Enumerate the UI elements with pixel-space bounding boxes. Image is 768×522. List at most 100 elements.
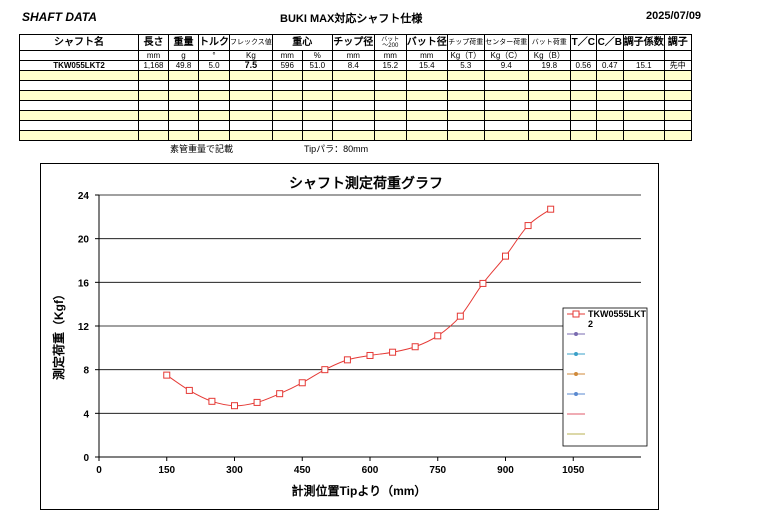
col-header-butt-load: バット荷重 bbox=[527, 34, 571, 51]
legend-marker bbox=[572, 310, 580, 318]
table-cell: 51.0 bbox=[301, 60, 333, 71]
x-tick-label: 450 bbox=[294, 465, 311, 476]
unit-tip-load: Kg（T） bbox=[446, 50, 485, 61]
unit-blank bbox=[595, 50, 624, 61]
y-tick-label: 20 bbox=[78, 235, 90, 246]
data-point bbox=[547, 205, 555, 213]
col-header-name: シャフト名 bbox=[19, 34, 139, 51]
document-date: 2025/07/09 bbox=[646, 10, 702, 22]
legend-box bbox=[562, 307, 648, 447]
unit-torque: ° bbox=[198, 50, 230, 61]
legend-marker bbox=[574, 332, 578, 336]
x-tick-label: 750 bbox=[429, 465, 446, 476]
table-cell: 1,168 bbox=[138, 60, 169, 71]
unit-length: mm bbox=[138, 50, 169, 61]
unit-center-load: Kg（C） bbox=[483, 50, 529, 61]
unit-flex: Kg bbox=[229, 50, 273, 61]
y-tick-label: 16 bbox=[78, 278, 90, 289]
table-cell: 19.8 bbox=[527, 60, 571, 71]
table-row: TKW055LKT2 1,168 49.8 5.0 7.5 596 51.0 8.4 15.2 1… bbox=[19, 60, 692, 71]
unit-blank bbox=[19, 50, 139, 61]
y-tick-label: 8 bbox=[83, 366, 89, 377]
col-header-center-load: センター荷重 bbox=[483, 34, 529, 51]
col-header-cb: C／B bbox=[595, 34, 624, 51]
x-tick-label: 300 bbox=[226, 465, 243, 476]
y-axis-label: 測定荷重（Kgf） bbox=[51, 288, 66, 380]
data-point bbox=[456, 312, 464, 320]
data-point bbox=[524, 222, 532, 230]
col-header-kick: 調子 bbox=[663, 34, 692, 51]
y-tick-label: 4 bbox=[83, 409, 89, 420]
data-point bbox=[185, 386, 193, 394]
shaft-spec-table: シャフト名 長さ 重量 トルク フレックス値 重心 チップ径 バット ～200 … bbox=[19, 34, 692, 141]
data-point bbox=[411, 343, 419, 351]
y-tick-label: 12 bbox=[78, 322, 90, 333]
chart-frame: シャフト測定荷重グラフ 0 4 8 12 16 20 24 0 150 300 450 600 750 9… bbox=[40, 163, 659, 510]
col-header-torque: トルク bbox=[198, 34, 230, 51]
chart-title: シャフト測定荷重グラフ bbox=[289, 175, 443, 191]
unit-blank bbox=[622, 50, 665, 61]
data-point bbox=[479, 279, 487, 287]
col-header-balance: 重心 bbox=[271, 34, 333, 51]
legend-marker bbox=[574, 372, 578, 376]
col-header-tip-dia: チップ径 bbox=[331, 34, 375, 51]
note-tip-parallel: Tipパラ：80mm bbox=[304, 144, 369, 154]
load-chart: シャフト測定荷重グラフ 0 4 8 12 16 20 24 0 150 300 450 600 750 9… bbox=[51, 175, 648, 498]
col-header-tc: T／C bbox=[569, 34, 597, 51]
col-header-butt-200: バット ～200 bbox=[373, 34, 407, 51]
x-tick-label: 150 bbox=[158, 465, 175, 476]
col-header-tip-load: チップ荷重 bbox=[446, 34, 485, 51]
table-cell: 5.3 bbox=[446, 60, 485, 71]
x-axis-label: 計測位置Tipより（mm） bbox=[292, 483, 427, 498]
unit-balance-pct: % bbox=[301, 50, 333, 61]
col-header-kick-coef: 調子係数 bbox=[622, 34, 665, 51]
data-point bbox=[434, 332, 442, 340]
table-cell: 先中 bbox=[663, 60, 692, 71]
table-cell: 15.1 bbox=[622, 60, 665, 71]
table-cell: 7.5 bbox=[229, 60, 273, 71]
unit-butt-load: Kg（B） bbox=[527, 50, 571, 61]
col-header-flex: フレックス値 bbox=[229, 34, 273, 51]
document-title: SHAFT DATA bbox=[22, 10, 97, 24]
x-tick-label: 900 bbox=[497, 465, 514, 476]
table-cell: 15.4 bbox=[405, 60, 448, 71]
table-cell: 15.2 bbox=[373, 60, 407, 71]
x-tick-label: 0 bbox=[96, 465, 102, 476]
unit-balance-mm: mm bbox=[271, 50, 303, 61]
legend-label: TKW0555LKT bbox=[588, 309, 647, 319]
table-cell: 0.47 bbox=[595, 60, 624, 71]
data-point bbox=[298, 379, 306, 387]
unit-butt-dia: mm bbox=[405, 50, 448, 61]
data-point bbox=[163, 371, 171, 379]
unit-butt-200: mm bbox=[373, 50, 407, 61]
cell-shaft-name: TKW055LKT2 bbox=[19, 60, 139, 71]
x-tick-label: 600 bbox=[362, 465, 379, 476]
data-point bbox=[321, 366, 329, 374]
table-cell: 8.4 bbox=[331, 60, 375, 71]
data-point bbox=[343, 356, 351, 364]
unit-blank bbox=[663, 50, 692, 61]
data-point bbox=[502, 252, 509, 260]
table-cell: 5.0 bbox=[198, 60, 230, 71]
unit-tip-dia: mm bbox=[331, 50, 375, 61]
table-cell: 49.8 bbox=[168, 60, 199, 71]
legend-marker bbox=[574, 352, 578, 356]
y-tick-label: 24 bbox=[78, 191, 90, 202]
data-point bbox=[253, 398, 261, 406]
col-header-weight: 重量 bbox=[168, 34, 199, 51]
col-header-butt-dia: バット径 bbox=[405, 34, 448, 51]
data-point bbox=[276, 390, 284, 398]
unit-weight: g bbox=[168, 50, 199, 61]
legend-marker bbox=[574, 392, 578, 396]
unit-blank bbox=[569, 50, 597, 61]
data-point bbox=[231, 402, 238, 410]
col-header-length: 長さ bbox=[138, 34, 169, 51]
table-cell: 0.56 bbox=[569, 60, 597, 71]
data-point bbox=[208, 397, 216, 405]
document-subtitle: BUKI MAX対応シャフト仕様 bbox=[280, 13, 423, 25]
data-point bbox=[389, 348, 397, 356]
data-point bbox=[366, 351, 374, 359]
table-cell: 9.4 bbox=[483, 60, 529, 71]
legend-label: 2 bbox=[588, 319, 593, 329]
y-tick-label: 0 bbox=[83, 453, 89, 464]
